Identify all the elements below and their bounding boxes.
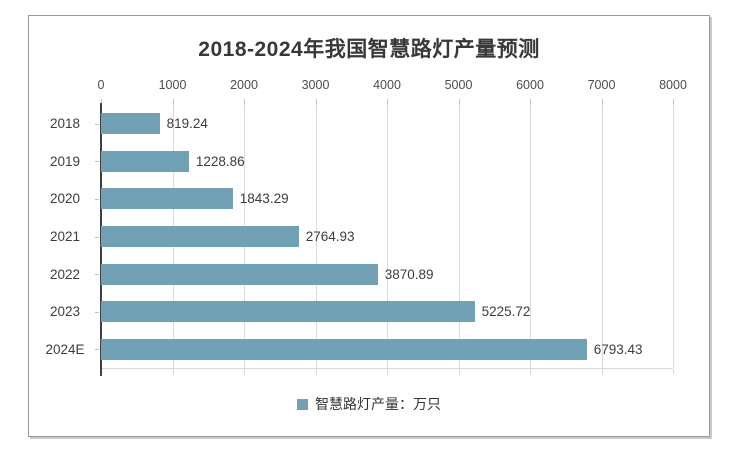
bar-row: 5225.72: [95, 293, 673, 331]
gridline: [601, 105, 603, 368]
category-axis-labels: 2018 2019 2020 2021 2022 2023 2024E: [35, 105, 95, 368]
value-axis-tick: [673, 99, 674, 105]
bar-row: 819.24: [95, 105, 673, 143]
category-label: 2023: [49, 304, 81, 320]
value-axis-tick: [530, 369, 531, 375]
value-axis-tick-label: 0: [97, 78, 105, 92]
value-axis-tick: [601, 369, 603, 375]
value-axis-tick: [458, 99, 460, 105]
gridline: [530, 105, 531, 368]
category-axis-tick: [95, 236, 99, 238]
value-axis-tick-labels: 0 1000 2000 3000 4000 5000 6000 7000 800…: [97, 78, 687, 94]
gridline: [458, 105, 460, 368]
category-axis-tick: [95, 311, 99, 313]
bar-row: 1843.29: [95, 180, 673, 218]
data-label: 1843.29: [239, 191, 289, 207]
plot-area: 819.24 1228.86 1843.29 2764.93 3870.89: [95, 99, 674, 376]
bar-row: 6793.43: [95, 330, 673, 368]
category-label: 2022: [49, 266, 81, 282]
chart-title: 2018-2024年我国智慧路灯产量预测: [198, 38, 540, 61]
category-label: 2021: [49, 229, 81, 245]
gridline: [387, 105, 388, 368]
bar-2024E: [101, 338, 587, 360]
data-label: 3870.89: [384, 266, 434, 282]
value-axis-tick: [315, 369, 317, 375]
value-axis-tick: [315, 99, 317, 105]
value-axis-tick-label: 4000: [373, 78, 401, 92]
data-label: 2764.93: [305, 229, 355, 245]
value-axis-tick: [601, 99, 603, 105]
data-label: 1228.86: [195, 153, 245, 169]
value-axis-tick: [387, 99, 388, 105]
legend-label: 智慧路灯产量：万只: [315, 396, 441, 412]
value-axis-tick: [172, 369, 174, 375]
bar-2019: [101, 150, 189, 172]
value-axis-tick: [101, 99, 102, 105]
category-axis-tick: [95, 161, 99, 163]
category-label: 2020: [49, 191, 81, 207]
category-axis-tick: [95, 349, 99, 351]
value-axis-tick: [530, 99, 531, 105]
category-axis-tick: [95, 274, 99, 276]
value-axis-tick-label: 1000: [158, 78, 187, 92]
value-axis-tick-label: 7000: [587, 78, 616, 92]
value-axis-tick: [244, 369, 245, 375]
value-axis-tick: [387, 369, 388, 375]
data-label: 6793.43: [593, 341, 643, 357]
value-axis-tick-label: 3000: [301, 78, 330, 92]
legend-marker-icon: [297, 398, 308, 410]
data-label: 819.24: [166, 116, 208, 132]
gridline: [315, 105, 317, 368]
category-label: 2024E: [45, 341, 85, 357]
value-axis-tick: [673, 369, 674, 375]
bar-2023: [101, 301, 475, 323]
value-axis-tick-label: 2000: [230, 78, 258, 92]
bar-2020: [101, 188, 233, 210]
category-axis-tick: [95, 123, 99, 125]
category-label: 2018: [49, 116, 81, 132]
bar-rows: 819.24 1228.86 1843.29 2764.93 3870.89: [95, 105, 673, 368]
bar-2018: [101, 113, 160, 135]
gridline: [673, 105, 674, 368]
bar-2022: [101, 263, 378, 285]
value-axis-tick-label: 6000: [516, 78, 544, 92]
legend: 智慧路灯产量：万只: [29, 395, 709, 413]
bar-row: 3870.89: [95, 255, 673, 293]
value-axis-tick: [172, 99, 174, 105]
data-label: 5225.72: [481, 304, 531, 320]
bar-2021: [101, 226, 299, 248]
category-label: 2019: [49, 153, 81, 169]
category-axis-tick: [95, 198, 99, 200]
value-axis-tick: [244, 99, 245, 105]
value-axis-tick-label: 5000: [444, 78, 473, 92]
value-axis-tick: [458, 369, 460, 375]
bar-row: 2764.93: [95, 218, 673, 256]
value-axis-tick-label: 8000: [659, 78, 687, 92]
chart-frame: 2018-2024年我国智慧路灯产量预测 0 1000 2000 3000 40…: [28, 15, 710, 437]
bar-row: 1228.86: [95, 143, 673, 181]
